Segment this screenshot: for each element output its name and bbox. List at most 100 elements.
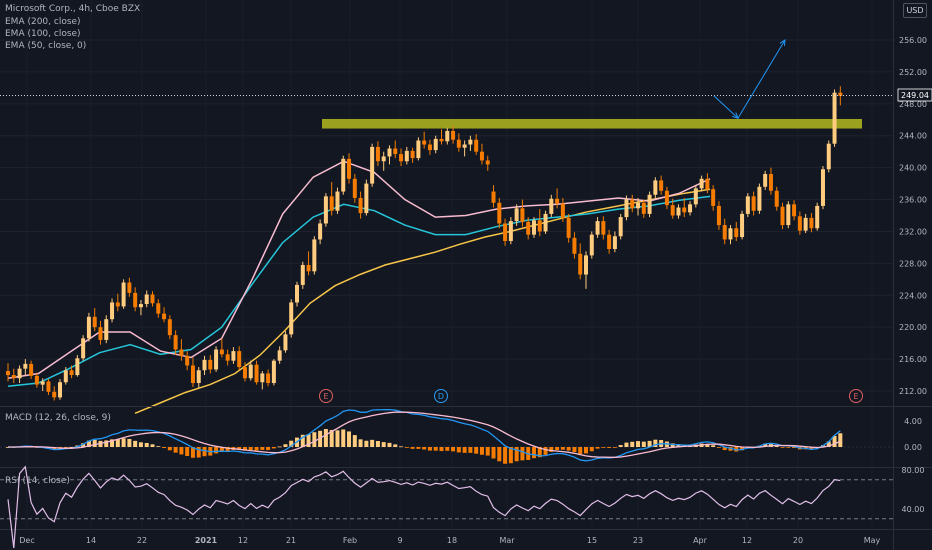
macd-tick-label: 4.00: [904, 417, 922, 426]
macd-histogram-bar: [543, 447, 548, 455]
price-tick-label: 224.00: [899, 291, 927, 300]
macd-histogram-bar: [584, 447, 588, 454]
projection-arrow[interactable]: [737, 39, 786, 119]
candle: [127, 277, 132, 297]
macd-histogram-bar: [266, 447, 271, 451]
macd-histogram-bar: [838, 433, 843, 447]
candle: [479, 143, 484, 165]
candle: [578, 243, 583, 280]
time-tick-label: 12: [238, 536, 248, 545]
time-tick-label: 9: [397, 536, 402, 545]
time-axis[interactable]: Dec 14 22 2021 12 21 Feb 9 18 Mar 15 23 Apr 12 20 May: [19, 536, 880, 545]
macd-histogram-bar: [624, 442, 629, 447]
price-axis[interactable]: 256.00 252.00 248.00 244.00 240.00 236.00 232.…: [899, 36, 927, 396]
macd-histogram-bar: [271, 447, 276, 449]
macd-histogram-bar: [740, 447, 745, 451]
candle: [34, 372, 39, 388]
macd-histogram-bar: [393, 444, 398, 447]
candle: [242, 362, 247, 382]
macd-histogram-bar: [173, 447, 178, 453]
candle: [173, 330, 178, 356]
macd-histogram-bar: [387, 442, 392, 447]
macd-histogram-bar: [670, 443, 675, 447]
price-tick-label: 236.00: [899, 196, 927, 205]
candle: [757, 183, 762, 214]
macd-histogram-bar: [196, 447, 201, 458]
candle: [474, 134, 479, 155]
candle: [826, 140, 831, 173]
macd-histogram-bar: [589, 447, 594, 452]
macd-histogram-bar: [202, 447, 207, 457]
macd-histogram-bar: [138, 442, 143, 447]
candle: [271, 359, 276, 386]
macd-histogram-bar: [618, 445, 623, 447]
candle: [156, 299, 161, 318]
candle: [196, 367, 201, 388]
candle: [566, 213, 571, 243]
macd-histogram-bar: [277, 446, 282, 448]
time-tick-label: 18: [447, 536, 457, 545]
macd-histogram-bar: [462, 447, 467, 453]
macd-signal-line[interactable]: [8, 411, 841, 458]
macd-histogram-bar: [179, 447, 184, 455]
candle: [283, 331, 288, 353]
candle: [208, 355, 213, 374]
candle: [306, 251, 311, 276]
earnings-marker[interactable]: E: [849, 389, 863, 403]
candle: [676, 204, 681, 219]
dividend-marker[interactable]: D: [434, 389, 448, 403]
macd-histogram-bar: [92, 440, 97, 447]
candle: [722, 218, 727, 245]
candle: [404, 146, 409, 165]
price-tick-label: 216.00: [899, 355, 927, 364]
macd-histogram-bar: [167, 447, 172, 451]
ema50-legend[interactable]: EMA (50, close, 0): [5, 41, 87, 51]
rsi-line[interactable]: [7, 465, 841, 549]
macd-histogram-bar: [514, 447, 519, 462]
macd-histogram-bar: [607, 447, 612, 448]
time-tick-label: 21: [286, 536, 296, 545]
earnings-marker[interactable]: E: [319, 389, 333, 403]
candle: [29, 360, 34, 380]
candle: [335, 187, 340, 214]
macd-histogram-bar: [237, 447, 242, 451]
macd-line[interactable]: [7, 408, 841, 462]
ema200-legend[interactable]: EMA (200, close): [5, 17, 81, 27]
macd-histogram-bar: [121, 438, 126, 447]
time-tick-label: 2021: [195, 536, 218, 545]
candle: [734, 221, 739, 242]
price-tick-label: 252.00: [899, 68, 927, 77]
macd-histogram-bar: [306, 434, 311, 447]
ema-line[interactable]: [134, 188, 711, 414]
macd-histogram-bar: [190, 447, 195, 458]
ema100-legend[interactable]: EMA (100, close): [5, 29, 81, 39]
resistance-zone[interactable]: [322, 118, 862, 129]
price-tick-label: 240.00: [899, 164, 927, 173]
candle: [693, 185, 698, 208]
symbol-title[interactable]: Microsoft Corp., 4h, Cboe BZX: [5, 4, 141, 14]
macd-histogram-bar: [520, 447, 525, 461]
candle: [289, 299, 294, 338]
macd-histogram-bar: [612, 447, 617, 448]
macd-histogram-bar: [433, 447, 438, 451]
candle: [468, 135, 473, 151]
candle: [803, 213, 808, 234]
macd-histogram-bar: [555, 447, 560, 451]
candle: [17, 365, 22, 384]
candle: [572, 232, 577, 259]
macd-legend[interactable]: MACD (12, 26, close, 9): [5, 413, 111, 423]
ema-line[interactable]: [7, 160, 711, 379]
candle: [456, 133, 461, 152]
candle: [318, 219, 323, 245]
candle: [202, 355, 207, 376]
macd-histogram-bar: [439, 447, 444, 452]
macd-histogram-bar: [531, 447, 536, 459]
candle: [786, 201, 791, 229]
currency-button[interactable]: USD: [903, 3, 927, 18]
candle: [595, 217, 600, 238]
candle: [219, 338, 224, 358]
projection-arrow[interactable]: [713, 95, 739, 119]
candle: [491, 185, 496, 208]
rsi-legend[interactable]: RSI (14, close): [5, 476, 70, 486]
